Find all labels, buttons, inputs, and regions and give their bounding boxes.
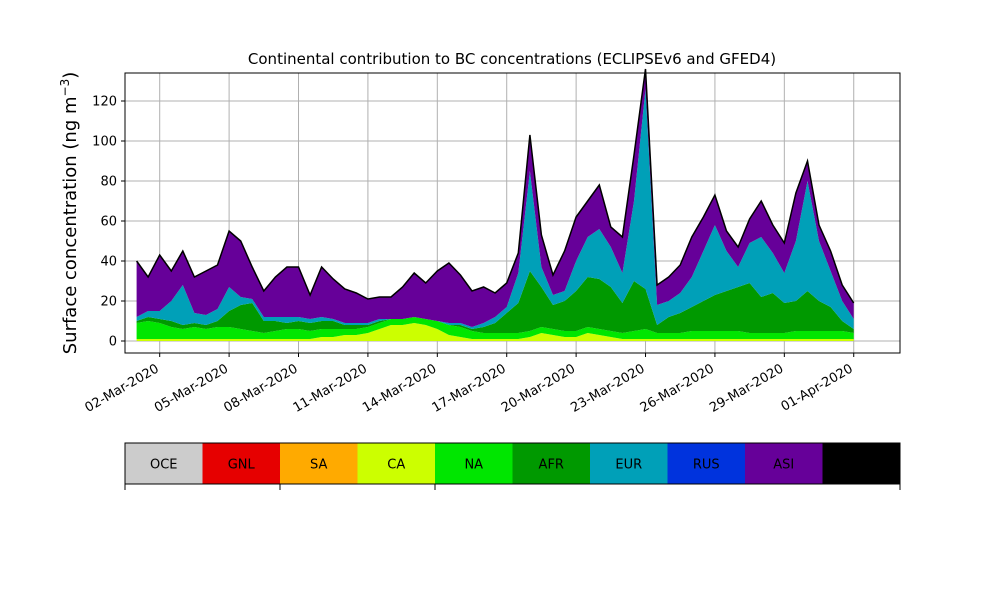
stacked-areas xyxy=(136,69,854,341)
legend-swatch-ca xyxy=(357,443,435,484)
y-axis-label-close: ) xyxy=(60,72,81,79)
y-tick-label: 120 xyxy=(92,95,117,110)
chart-title: Continental contribution to BC concentra… xyxy=(248,50,776,68)
x-tick-label: 23-Mar-2020 xyxy=(568,361,647,415)
legend-swatch-sa xyxy=(280,443,358,484)
area-afr xyxy=(136,271,854,333)
x-tick-label: 26-Mar-2020 xyxy=(638,361,717,415)
total-line xyxy=(135,68,855,304)
x-tick-label: 08-Mar-2020 xyxy=(221,361,300,415)
legend-swatch-aus xyxy=(822,443,900,484)
colorbar-legend: OCE GNL SA CA NA AFR EUR RUS ASI AUS xyxy=(124,442,901,490)
x-tick-label: 05-Mar-2020 xyxy=(152,361,231,415)
y-tick-label: 100 xyxy=(92,135,117,150)
legend-frame xyxy=(124,442,901,485)
legend-label-gnl: GNL xyxy=(228,458,256,473)
y-tick-label: 20 xyxy=(100,295,117,310)
y-axis-label: Surface concentration (ng m−3) xyxy=(58,72,81,355)
x-tick-label: 20-Mar-2020 xyxy=(499,361,578,415)
y-tick-label: 80 xyxy=(100,175,117,190)
legend-label-aus: AUS xyxy=(848,458,875,473)
legend-swatch-afr xyxy=(512,443,590,484)
y-axis-label-exponent: −3 xyxy=(58,79,72,97)
legend-swatch-oce xyxy=(125,443,203,484)
legend-label-afr: AFR xyxy=(539,458,564,473)
x-tick-label: 02-Mar-2020 xyxy=(83,361,162,415)
legend-label-na: NA xyxy=(464,458,483,473)
legend-label-eur: EUR xyxy=(615,458,642,473)
area-na xyxy=(136,317,854,339)
x-tick-label: 29-Mar-2020 xyxy=(707,361,786,415)
legend-swatch-eur xyxy=(590,443,668,484)
y-axis: 0 20 40 60 80 100 120 xyxy=(92,95,125,350)
area-asi xyxy=(136,69,854,327)
x-tick-label: 17-Mar-2020 xyxy=(430,361,509,415)
y-tick-label: 0 xyxy=(109,335,117,350)
y-tick-label: 60 xyxy=(100,215,117,230)
legend-swatch-na xyxy=(435,443,513,484)
x-axis: 02-Mar-202005-Mar-202008-Mar-202011-Mar-… xyxy=(83,353,856,416)
total-outline xyxy=(135,68,855,304)
y-tick-label: 40 xyxy=(100,255,117,270)
legend-label-rus: RUS xyxy=(693,458,720,473)
legend-swatch-rus xyxy=(667,443,745,484)
area-ca xyxy=(136,323,854,341)
legend-swatch-gnl xyxy=(202,443,280,484)
x-tick-label: 11-Mar-2020 xyxy=(291,361,370,415)
plot-frame xyxy=(124,72,901,354)
x-tick-label: 01-Apr-2020 xyxy=(779,361,856,414)
legend-label-sa: SA xyxy=(310,458,327,473)
legend-label-ca: CA xyxy=(387,458,405,473)
legend-swatch-asi xyxy=(745,443,823,484)
legend-label-oce: OCE xyxy=(150,458,178,473)
x-tick-label: 14-Mar-2020 xyxy=(360,361,439,415)
legend-label-asi: ASI xyxy=(773,458,794,473)
y-axis-label-base: Surface concentration (ng m xyxy=(60,96,81,354)
